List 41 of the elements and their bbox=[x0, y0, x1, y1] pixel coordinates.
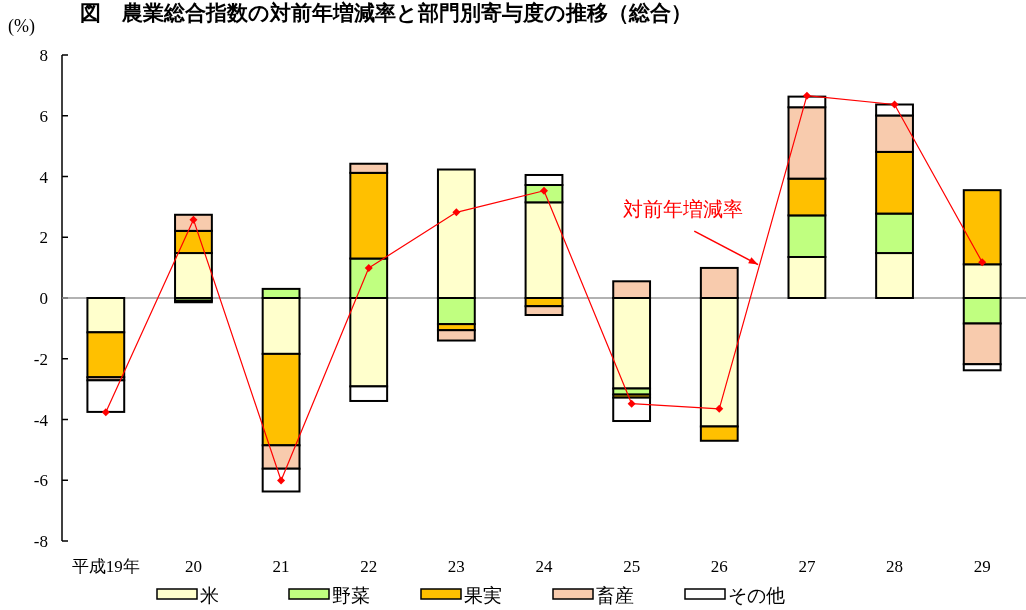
y-tick-label: -6 bbox=[33, 471, 48, 491]
legend-label: 米 bbox=[200, 585, 219, 606]
x-tick-label: 29 bbox=[973, 557, 991, 576]
y-tick-label: 6 bbox=[39, 106, 48, 126]
x-tick-label: 24 bbox=[535, 557, 553, 576]
point bbox=[101, 408, 110, 417]
series-label: 対前年増減率 bbox=[623, 197, 744, 220]
point bbox=[715, 404, 724, 413]
point bbox=[627, 399, 636, 408]
x-tick-label: 23 bbox=[447, 557, 465, 576]
y-axis-title: (%) bbox=[8, 16, 35, 37]
point bbox=[452, 208, 461, 217]
point bbox=[978, 258, 987, 267]
legend-label: 果実 bbox=[464, 585, 502, 606]
chart-title: 図 農業総合指数の対前年増減率と部門別寄与度の推移（総合） bbox=[80, 1, 692, 25]
legend-label: 野菜 bbox=[332, 585, 370, 606]
y-tick-label: 0 bbox=[39, 289, 48, 308]
x-tick-label: 20 bbox=[184, 557, 202, 576]
point bbox=[802, 91, 811, 100]
y-tick-label: 8 bbox=[39, 46, 48, 65]
bar bbox=[86, 379, 126, 413]
y-tick-label: 2 bbox=[39, 228, 48, 248]
x-tick-label: 28 bbox=[886, 557, 904, 576]
y-tick-label: -2 bbox=[33, 349, 48, 369]
x-tick-label: 平成19年 bbox=[71, 557, 140, 576]
legend-label: 畜産 bbox=[596, 585, 634, 606]
point bbox=[890, 100, 899, 109]
point bbox=[189, 215, 198, 224]
point bbox=[364, 263, 373, 272]
point bbox=[277, 476, 286, 485]
x-tick-label: 21 bbox=[272, 557, 290, 576]
y-tick-label: -8 bbox=[33, 532, 48, 551]
x-tick-label: 22 bbox=[360, 557, 378, 576]
bar bbox=[612, 396, 652, 423]
legend-label: その他 bbox=[728, 585, 785, 606]
point bbox=[540, 186, 548, 195]
y-tick-label: 4 bbox=[39, 167, 49, 187]
y-tick-label: -4 bbox=[33, 410, 49, 430]
x-tick-label: 27 bbox=[798, 557, 816, 576]
x-tick-label: 26 bbox=[710, 557, 728, 576]
x-tick-label: 25 bbox=[623, 557, 641, 576]
